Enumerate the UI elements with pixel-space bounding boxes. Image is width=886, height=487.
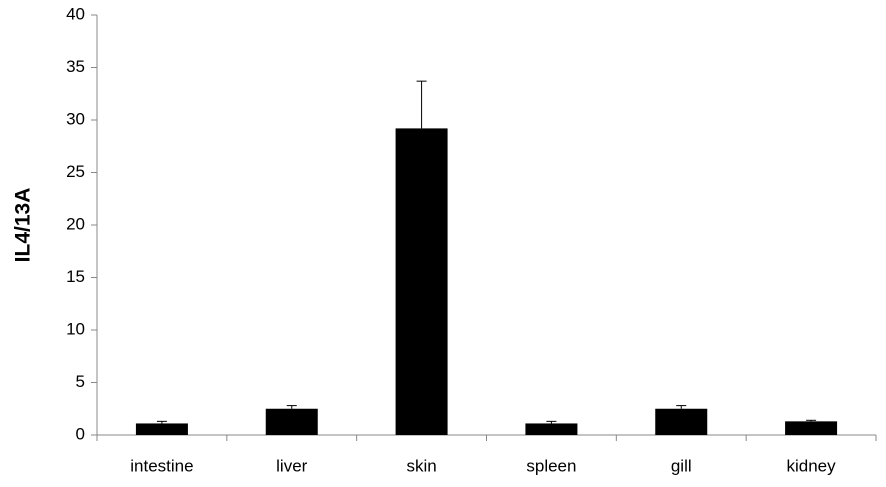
bar [135,423,188,435]
y-tick-label: 25 [66,162,85,181]
y-tick-label: 15 [66,267,85,286]
y-tick-label: 5 [76,372,85,391]
x-tick-label: liver [276,456,308,475]
error-bar [676,405,687,409]
y-tick-label: 30 [66,109,85,128]
error-bar [806,419,817,422]
y-tick-label: 35 [66,57,85,76]
bar [525,423,578,435]
bar [655,408,708,435]
error-bar [416,80,427,129]
y-tick-label: 0 [76,424,85,443]
y-tick-label: 20 [66,214,85,233]
y-tick-label: 10 [66,319,85,338]
bar [265,408,318,435]
y-tick-label: 40 [66,4,85,23]
y-axis-label: IL4/13A [12,188,35,263]
x-tick-label: intestine [130,456,193,475]
x-tick-label: spleen [526,456,576,475]
x-tick-label: kidney [787,456,837,475]
x-tick-label: skin [406,456,436,475]
error-bar [156,420,167,424]
bar [395,128,448,435]
x-tick-label: gill [671,456,692,475]
error-bar [546,420,557,424]
error-bar [286,405,297,409]
bar [785,421,838,435]
